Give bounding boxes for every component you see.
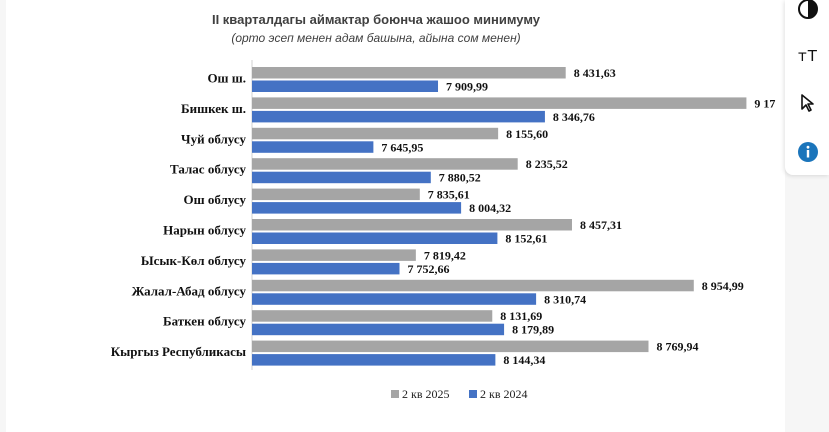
bar-2025-3 [252, 158, 518, 170]
chart-title: II кварталдагы аймактар боюнча жашоо мин… [211, 12, 541, 27]
value-label-2025-5: 8 457,31 [580, 218, 622, 232]
value-label-2024-7: 8 310,74 [544, 292, 586, 306]
legend-label-0: 2 кв 2025 [402, 387, 450, 401]
value-label-2025-8: 8 131,69 [500, 309, 542, 323]
value-label-2024-2: 7 645,95 [381, 140, 423, 154]
bar-2024-5 [252, 232, 498, 244]
bar-2024-4 [252, 202, 462, 214]
chart-subtitle: (орто эсеп менен адам башына, айына сом … [231, 31, 521, 45]
text-size-icon: тT [798, 47, 818, 65]
accessibility-panel: тT [785, 0, 829, 175]
bar-2024-3 [252, 171, 431, 184]
bar-2025-7 [252, 279, 694, 292]
legend-swatch-0 [391, 390, 399, 398]
bar-2025-5 [252, 219, 572, 231]
value-label-2024-4: 8 004,32 [469, 201, 511, 215]
bar-2025-6 [252, 249, 416, 261]
bar-2024-7 [252, 293, 537, 305]
bar-2024-9 [252, 354, 496, 366]
category-label-4: Ош облусу [183, 192, 246, 207]
text-size-button[interactable]: тT [791, 39, 825, 73]
bar-2025-1 [252, 97, 747, 109]
chart-card: II кварталдагы аймактар боюнча жашоо мин… [6, 0, 785, 432]
bar-2024-2 [252, 141, 374, 153]
info-icon [798, 142, 818, 162]
value-label-2025-9: 8 769,94 [656, 340, 698, 354]
contrast-icon [798, 0, 818, 19]
value-label-2024-0: 7 909,99 [446, 80, 488, 94]
legend-label-1: 2 кв 2024 [480, 387, 528, 401]
info-button[interactable] [791, 135, 825, 169]
contrast-button[interactable] [791, 0, 825, 26]
category-label-7: Жалал-Абад облусу [132, 283, 247, 298]
bar-2024-0 [252, 80, 439, 92]
bar-chart: Ош ш. 8 431,63 7 909,99 Бишкек ш. 9 17 8 346,… [111, 60, 775, 401]
value-label-2024-1: 8 346,76 [553, 110, 595, 124]
category-label-0: Ош ш. [207, 71, 246, 86]
category-label-1: Бишкек ш. [181, 101, 246, 116]
value-label-2024-5: 8 152,61 [505, 232, 547, 246]
bar-2025-8 [252, 310, 493, 322]
legend-swatch-1 [469, 390, 477, 398]
value-label-2024-9: 8 144,34 [503, 353, 545, 367]
value-label-2025-2: 8 155,60 [506, 127, 548, 141]
category-label-5: Нарын облусу [163, 223, 246, 238]
value-label-2025-3: 8 235,52 [526, 157, 568, 171]
bar-2025-2 [252, 127, 499, 140]
bar-2024-8 [252, 323, 505, 336]
value-label-2025-4: 7 835,61 [428, 188, 470, 202]
value-label-2025-6: 7 819,42 [424, 248, 466, 262]
cursor-icon [801, 94, 814, 112]
value-label-2025-7: 8 954,99 [702, 279, 744, 293]
bar-2025-4 [252, 188, 420, 201]
cursor-button[interactable] [791, 86, 825, 120]
value-label-2024-3: 7 880,52 [439, 171, 481, 185]
bar-2025-0 [252, 67, 566, 79]
bar-2025-9 [252, 340, 649, 353]
category-label-8: Баткен облусу [163, 314, 246, 329]
legend-item-0[interactable]: 2 кв 2025 [391, 387, 450, 401]
bar-2024-1 [252, 110, 545, 123]
value-label-2024-8: 8 179,89 [512, 323, 554, 337]
bar-2024-6 [252, 262, 400, 275]
value-label-2024-6: 7 752,66 [408, 262, 450, 276]
category-label-2: Чуй облусу [181, 131, 246, 146]
legend-item-1[interactable]: 2 кв 2024 [469, 387, 528, 401]
category-label-9: Кыргыз Республикасы [111, 344, 246, 359]
category-label-6: Ысык-Көл облусу [141, 253, 247, 268]
value-label-2025-0: 8 431,63 [574, 66, 616, 80]
category-label-3: Талас облусу [170, 162, 246, 177]
value-label-2025-1: 9 17 [754, 96, 775, 110]
